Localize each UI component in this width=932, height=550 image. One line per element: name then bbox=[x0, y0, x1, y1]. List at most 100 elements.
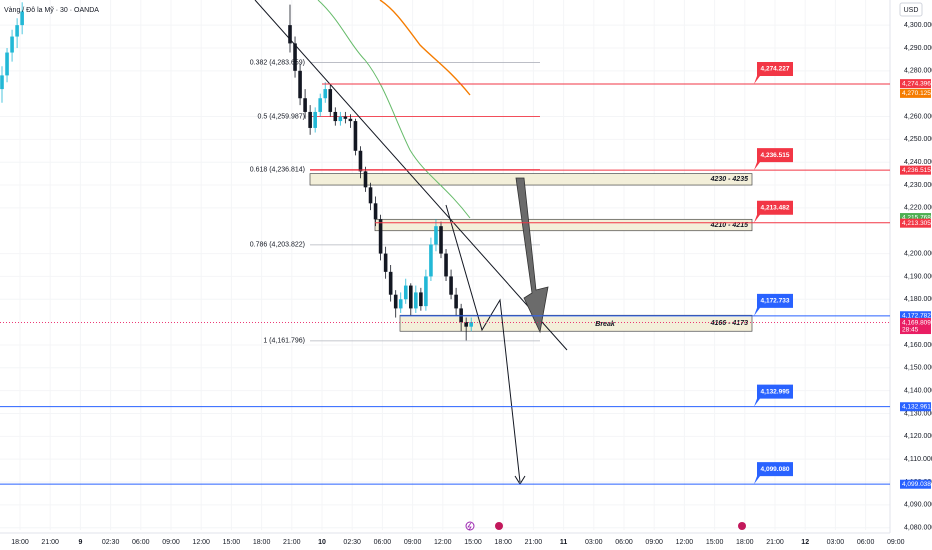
fib-label: 0.618 (4,236.814) bbox=[250, 166, 305, 173]
candle-body bbox=[343, 116, 348, 119]
candle-body bbox=[403, 285, 408, 300]
candle-body bbox=[414, 292, 418, 309]
x-tick-label: 10 bbox=[318, 539, 326, 546]
candle-body bbox=[444, 253, 448, 277]
candle-body bbox=[449, 276, 453, 295]
x-tick-label: 21:00 bbox=[525, 539, 543, 546]
candle-body bbox=[373, 203, 378, 220]
price-tag bbox=[900, 88, 931, 98]
candle-body bbox=[10, 36, 14, 53]
x-tick-label: 15:00 bbox=[464, 539, 482, 546]
y-tick-label: 4,280.000 bbox=[904, 68, 932, 75]
x-tick-label: 12:00 bbox=[192, 539, 210, 546]
x-tick-label: 12:00 bbox=[676, 539, 694, 546]
y-tick-label: 4,230.000 bbox=[904, 182, 932, 189]
candle-body bbox=[15, 25, 19, 37]
price-tag bbox=[900, 311, 931, 321]
price-tag bbox=[900, 318, 931, 335]
countdown: 28:45 bbox=[902, 326, 919, 333]
candle-body bbox=[393, 294, 398, 309]
event-icon[interactable] bbox=[738, 522, 746, 530]
x-tick-label: 02:30 bbox=[102, 539, 120, 546]
candle-body bbox=[333, 111, 338, 122]
zone bbox=[399, 314, 753, 332]
currency-box bbox=[899, 2, 923, 17]
x-tick-label: 12:00 bbox=[434, 539, 452, 546]
time-axis bbox=[0, 533, 890, 550]
level-callout bbox=[754, 293, 793, 316]
candle-body bbox=[338, 116, 343, 122]
y-tick-label: 4,200.000 bbox=[904, 250, 932, 257]
candle-body bbox=[419, 292, 423, 307]
candle-body bbox=[323, 89, 328, 99]
level-label: 4,213.482 bbox=[761, 204, 790, 211]
candle-body bbox=[353, 121, 358, 151]
x-tick-label: 18:00 bbox=[736, 539, 754, 546]
candle-body bbox=[298, 70, 302, 99]
event-icon[interactable] bbox=[465, 521, 475, 531]
y-tick-label: 4,130.000 bbox=[904, 410, 932, 417]
projection-path bbox=[445, 204, 521, 483]
y-tick-label: 4,250.000 bbox=[904, 136, 932, 143]
candle-body bbox=[328, 89, 333, 112]
price-tag bbox=[900, 165, 931, 175]
price-tag bbox=[900, 79, 931, 89]
candle-body bbox=[464, 322, 468, 327]
x-tick-label: 09:00 bbox=[887, 539, 905, 546]
candle-body bbox=[303, 98, 307, 112]
candle-body bbox=[409, 285, 413, 309]
candle-body bbox=[424, 276, 428, 307]
candle-body bbox=[469, 322, 473, 327]
candle-body bbox=[378, 219, 383, 254]
zone-label: 4210 - 4215 bbox=[710, 222, 748, 229]
price-tag bbox=[900, 218, 931, 228]
level-label: 4,172.733 bbox=[761, 298, 790, 305]
level-callout bbox=[754, 62, 793, 85]
x-tick-label: 11 bbox=[560, 539, 568, 546]
candle-body bbox=[20, 11, 24, 26]
x-tick-label: 06:00 bbox=[132, 539, 150, 546]
price-tag-label: 4,132.961 bbox=[902, 403, 931, 410]
candle-body bbox=[459, 308, 463, 323]
zone bbox=[374, 218, 753, 232]
level-label: 4,099.080 bbox=[761, 466, 790, 473]
x-tick-label: 18:00 bbox=[494, 539, 512, 546]
y-tick-label: 4,160.000 bbox=[904, 342, 932, 349]
x-tick-label: 03:00 bbox=[585, 539, 603, 546]
y-tick-label: 4,140.000 bbox=[904, 387, 932, 394]
plot-area bbox=[0, 0, 897, 530]
moving-average-orange bbox=[379, 0, 471, 96]
x-tick-label: 02:30 bbox=[343, 539, 361, 546]
x-tick-label: 15:00 bbox=[223, 539, 241, 546]
zone bbox=[309, 173, 753, 186]
level-callout bbox=[754, 148, 793, 171]
x-tick-label: 21:00 bbox=[283, 539, 301, 546]
price-tag-label: 4,236.515 bbox=[902, 167, 931, 174]
event-icon[interactable] bbox=[495, 522, 503, 530]
x-tick-label: 09:00 bbox=[404, 539, 422, 546]
fib-label: 0.786 (4,203.822) bbox=[250, 242, 305, 249]
price-tag-label: 4,274.396 bbox=[902, 80, 931, 87]
candle-body bbox=[454, 294, 458, 309]
x-tick-label: 12 bbox=[801, 539, 809, 546]
y-tick-label: 4,220.000 bbox=[904, 205, 932, 212]
price-tag bbox=[900, 402, 931, 412]
level-label: 4,132.995 bbox=[761, 388, 790, 395]
fib-label: 0.382 (4,283.659) bbox=[250, 59, 305, 66]
x-tick-label: 9 bbox=[78, 539, 82, 546]
x-tick-label: 06:00 bbox=[615, 539, 633, 546]
price-tag-label: 4,215.768 bbox=[902, 214, 931, 221]
zone-label: 4166 - 4173 bbox=[710, 320, 748, 327]
candle-body bbox=[308, 111, 312, 128]
candle-body bbox=[0, 75, 4, 90]
x-tick-label: 15:00 bbox=[706, 539, 724, 546]
chart-title: Vàng / Đô la Mỹ · 30 · OANDA bbox=[4, 7, 99, 14]
candle-body bbox=[313, 111, 317, 128]
y-tick-label: 4,120.000 bbox=[904, 433, 932, 440]
price-tag-label: 4,169.809 bbox=[902, 319, 931, 326]
x-tick-label: 21:00 bbox=[41, 539, 59, 546]
level-callout bbox=[754, 200, 793, 223]
price-tag bbox=[900, 479, 931, 489]
y-tick-label: 4,090.000 bbox=[904, 502, 932, 509]
